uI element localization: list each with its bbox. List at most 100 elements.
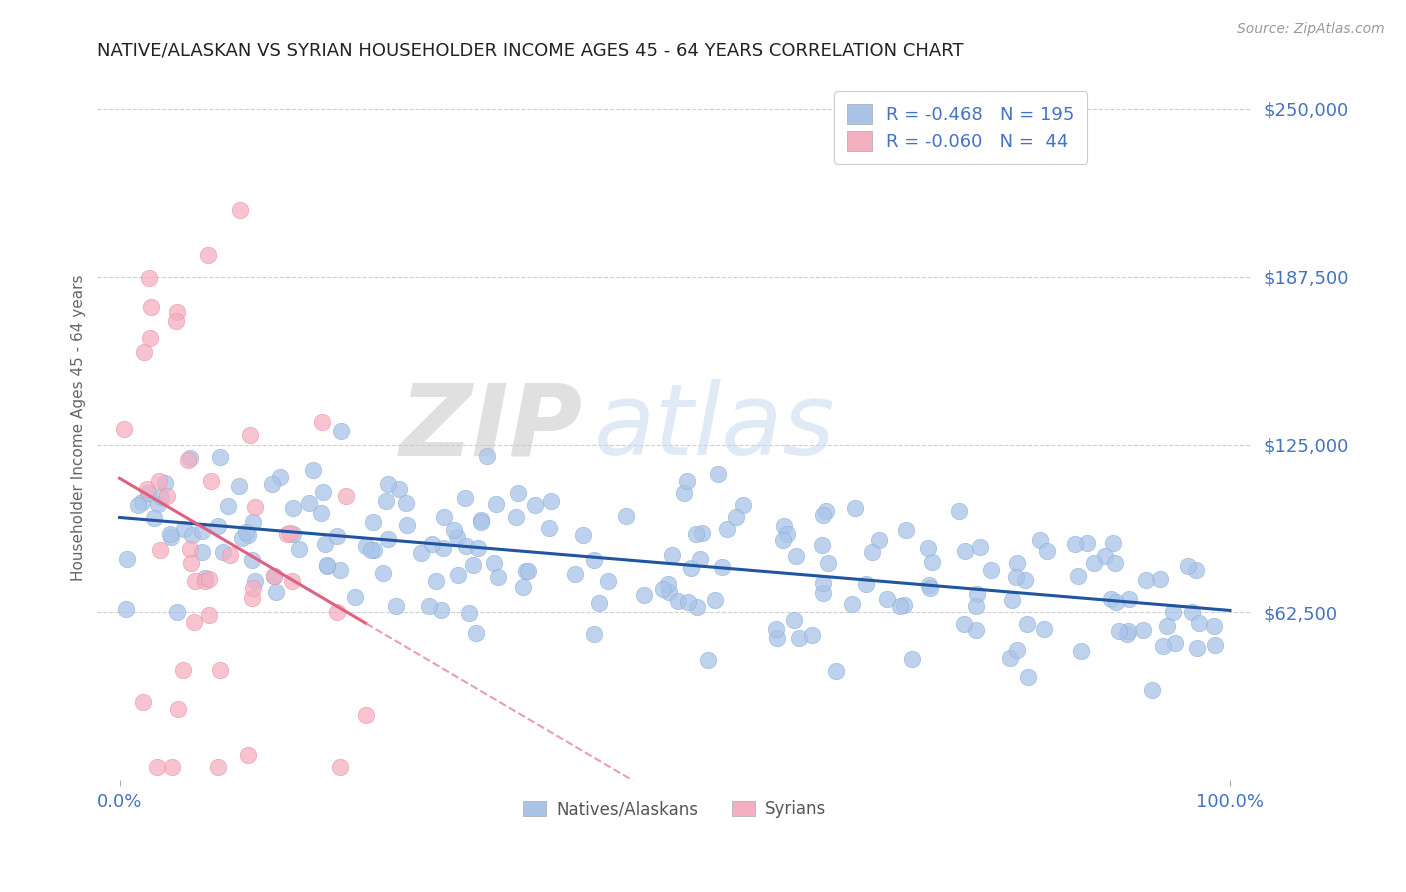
Point bbox=[1005, 570, 1028, 584]
Point bbox=[354, 539, 377, 553]
Point bbox=[965, 599, 987, 614]
Point bbox=[183, 615, 205, 630]
Point bbox=[165, 313, 187, 327]
Point bbox=[696, 653, 718, 667]
Point bbox=[1188, 615, 1211, 630]
Point bbox=[1005, 643, 1028, 657]
Point bbox=[966, 587, 988, 601]
Point bbox=[785, 549, 807, 563]
Point bbox=[658, 585, 681, 599]
Point bbox=[242, 581, 264, 595]
Point bbox=[461, 558, 484, 573]
Point bbox=[598, 574, 620, 588]
Point bbox=[1000, 651, 1022, 665]
Point bbox=[1181, 606, 1204, 620]
Point bbox=[652, 582, 675, 596]
Point bbox=[228, 479, 250, 493]
Point bbox=[269, 469, 291, 483]
Point bbox=[447, 567, 470, 582]
Point bbox=[1118, 591, 1140, 606]
Point bbox=[1185, 563, 1208, 577]
Point bbox=[143, 511, 166, 525]
Point bbox=[197, 248, 219, 262]
Point bbox=[855, 576, 877, 591]
Point bbox=[467, 541, 489, 555]
Point bbox=[166, 605, 188, 619]
Point bbox=[1116, 624, 1139, 639]
Point bbox=[675, 475, 697, 489]
Point bbox=[240, 591, 263, 605]
Point bbox=[443, 524, 465, 538]
Point bbox=[725, 510, 748, 524]
Point bbox=[825, 665, 848, 679]
Point bbox=[773, 519, 796, 533]
Point bbox=[420, 537, 443, 551]
Point bbox=[470, 513, 492, 527]
Point bbox=[388, 483, 411, 497]
Point bbox=[703, 592, 725, 607]
Point bbox=[1104, 556, 1126, 570]
Point bbox=[302, 463, 325, 477]
Point bbox=[918, 578, 941, 592]
Point bbox=[524, 499, 547, 513]
Point bbox=[707, 467, 730, 481]
Point bbox=[312, 484, 335, 499]
Point bbox=[197, 607, 219, 622]
Point bbox=[311, 506, 333, 520]
Point bbox=[1108, 624, 1130, 639]
Point bbox=[457, 606, 479, 620]
Point bbox=[512, 580, 534, 594]
Point bbox=[980, 563, 1002, 577]
Point bbox=[239, 428, 262, 442]
Point bbox=[486, 570, 509, 584]
Point bbox=[766, 631, 789, 645]
Point bbox=[209, 663, 232, 677]
Point bbox=[583, 627, 606, 641]
Point bbox=[361, 515, 384, 529]
Point bbox=[1017, 670, 1039, 684]
Point bbox=[517, 564, 540, 578]
Point bbox=[446, 530, 468, 544]
Point bbox=[136, 482, 159, 496]
Point bbox=[1067, 568, 1090, 582]
Point bbox=[1005, 556, 1028, 570]
Point bbox=[657, 577, 679, 591]
Point bbox=[329, 563, 352, 577]
Point bbox=[180, 528, 202, 542]
Point bbox=[876, 591, 898, 606]
Point bbox=[868, 533, 890, 548]
Point bbox=[1083, 556, 1105, 570]
Point bbox=[127, 498, 149, 512]
Point bbox=[314, 537, 336, 551]
Point bbox=[1102, 535, 1125, 549]
Point bbox=[278, 526, 301, 541]
Point bbox=[900, 652, 922, 666]
Point bbox=[1149, 572, 1171, 586]
Point bbox=[765, 622, 787, 636]
Point bbox=[425, 574, 447, 588]
Point bbox=[889, 599, 911, 614]
Point bbox=[373, 566, 395, 580]
Point bbox=[676, 594, 699, 608]
Point bbox=[330, 424, 353, 438]
Point bbox=[172, 663, 194, 677]
Point bbox=[1204, 638, 1226, 652]
Point bbox=[243, 574, 266, 588]
Point bbox=[231, 531, 253, 545]
Point bbox=[236, 747, 259, 762]
Point bbox=[505, 510, 527, 524]
Point bbox=[772, 533, 794, 547]
Point bbox=[360, 542, 382, 557]
Point bbox=[537, 520, 560, 534]
Point bbox=[811, 586, 834, 600]
Point bbox=[894, 524, 917, 538]
Point bbox=[149, 542, 172, 557]
Point bbox=[287, 541, 309, 556]
Point bbox=[582, 552, 605, 566]
Point bbox=[180, 556, 202, 570]
Point bbox=[149, 490, 172, 504]
Point bbox=[208, 450, 231, 464]
Point bbox=[385, 599, 408, 613]
Point bbox=[153, 476, 176, 491]
Point bbox=[716, 522, 738, 536]
